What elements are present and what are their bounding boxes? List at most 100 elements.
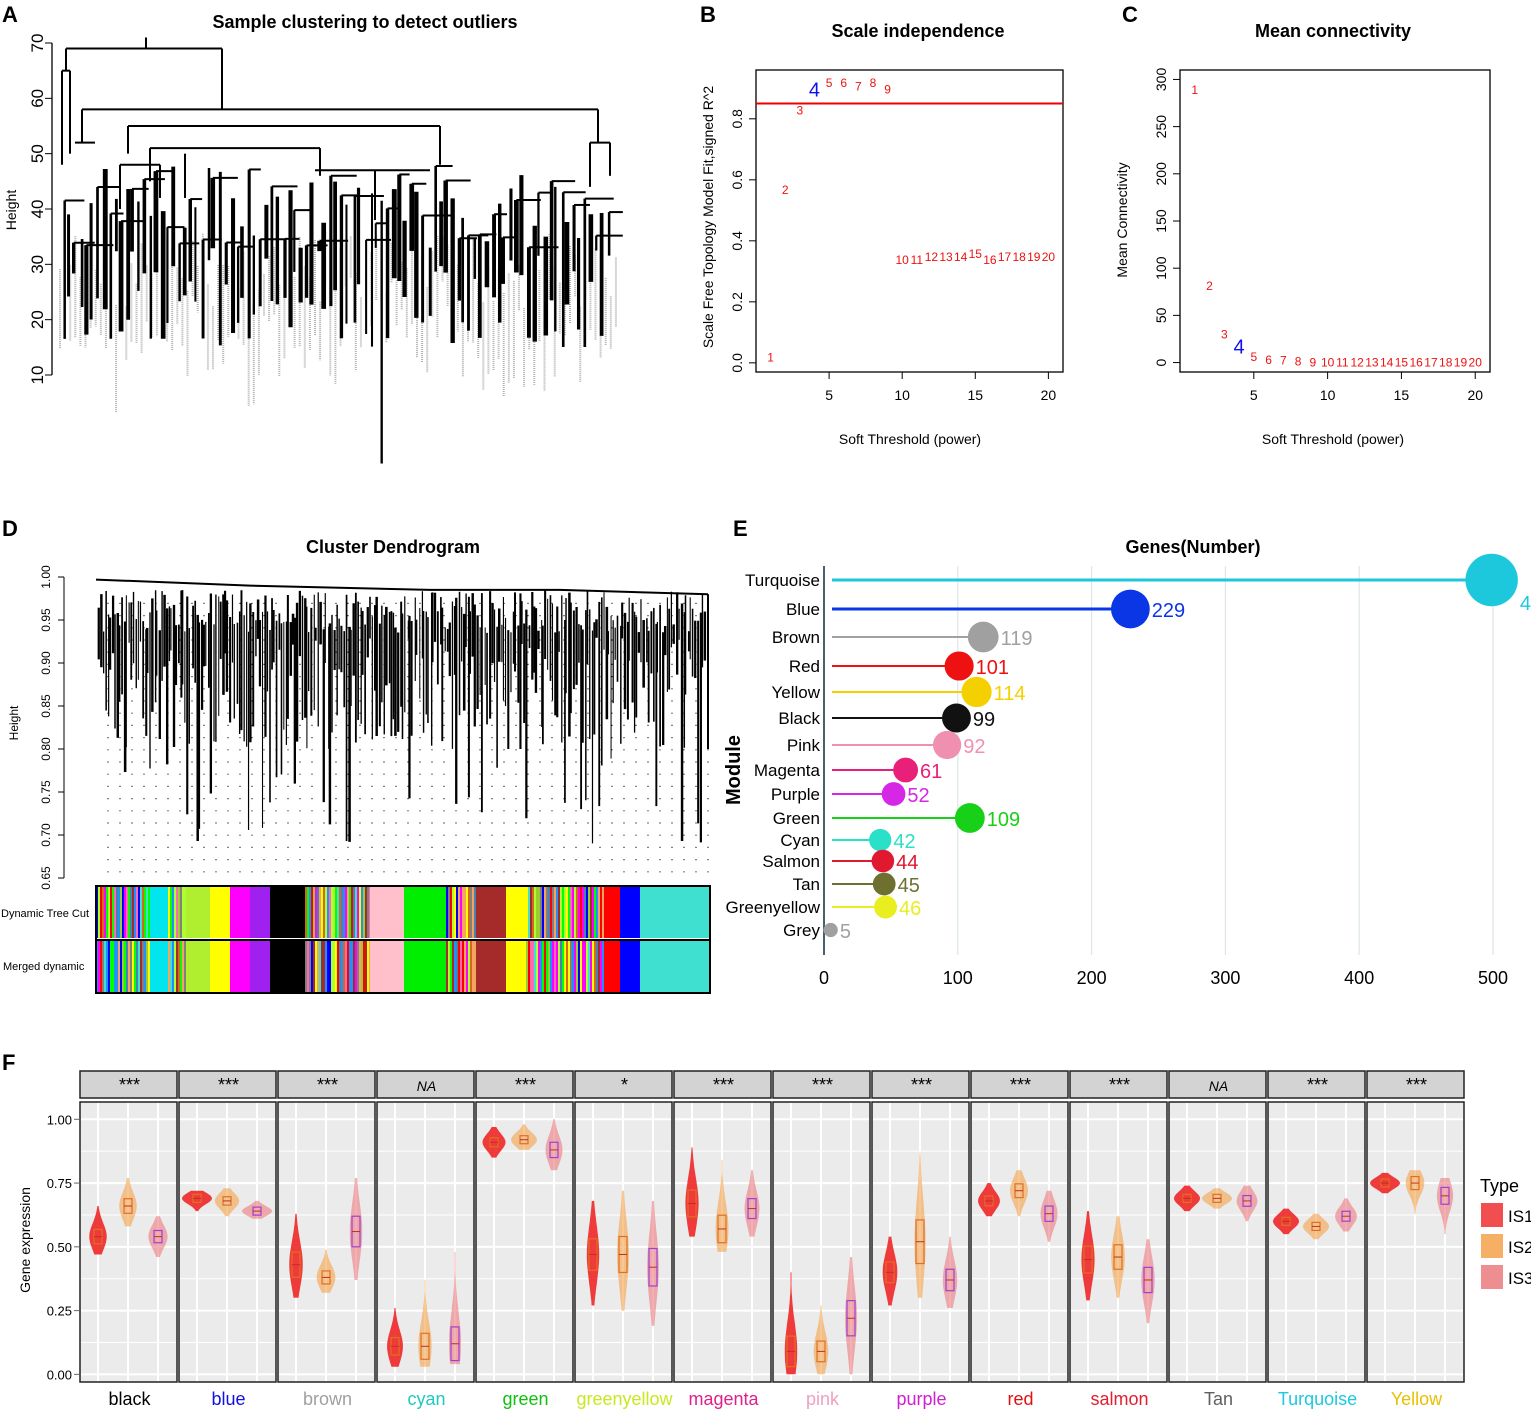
module-color-stripe <box>124 941 126 992</box>
point-label: 20 <box>1469 356 1483 370</box>
module-color-stripe <box>351 941 353 992</box>
value-label: 499 <box>1520 593 1531 615</box>
module-color-stripe <box>329 941 331 992</box>
module-color-stripe <box>353 941 355 992</box>
point-label: 12 <box>1350 356 1364 370</box>
point-label: 12 <box>925 250 939 264</box>
module-color-block <box>210 941 230 992</box>
module-color-stripe <box>355 887 357 938</box>
significance-label: *** <box>713 1075 734 1095</box>
panel-label-d: D <box>2 516 18 541</box>
module-color-stripe <box>327 941 329 992</box>
module-color-block <box>640 887 710 938</box>
module-color-stripe <box>343 887 345 938</box>
module-color-stripe <box>359 941 361 992</box>
module-color-stripe <box>331 887 333 938</box>
module-color-stripe <box>554 887 556 938</box>
facet-label: blue <box>211 1389 245 1409</box>
module-color-stripe <box>558 941 560 992</box>
value-label: 45 <box>898 875 920 897</box>
point-label: 1 <box>767 351 774 365</box>
module-color-stripe <box>466 887 468 938</box>
module-color-stripe <box>367 941 369 992</box>
module-color-stripe <box>534 887 536 938</box>
point-label: 5 <box>1250 350 1257 364</box>
significance-label: *** <box>317 1075 338 1095</box>
module-label: Blue <box>786 600 820 619</box>
module-color-stripe <box>130 941 132 992</box>
significance-label: NA <box>1209 1078 1228 1094</box>
module-color-stripe <box>446 941 448 992</box>
module-color-stripe <box>317 887 319 938</box>
violin <box>119 1178 137 1227</box>
module-color-stripe <box>598 941 600 992</box>
module-color-stripe <box>114 887 116 938</box>
module-color-stripe <box>325 887 327 938</box>
x-tick-label: 10 <box>1320 387 1336 403</box>
facet-label: Tan <box>1204 1389 1233 1409</box>
y-tick-label: 20 <box>28 310 47 329</box>
module-color-stripe <box>349 941 351 992</box>
lollipop-head <box>872 872 896 896</box>
significance-label: * <box>621 1075 628 1095</box>
lollipop-head <box>871 849 895 873</box>
module-label: Salmon <box>762 852 820 871</box>
panel-e-plot: 0 100 200 300 400 500 Turquoise 499 Blue 229 Brown… <box>726 553 1531 988</box>
module-color-stripe <box>450 941 452 992</box>
facet-strip <box>673 1070 772 1099</box>
x-tick-label: 5 <box>1250 387 1258 403</box>
module-color-stripe <box>536 887 538 938</box>
y-tick-label: 0.80 <box>39 737 53 761</box>
module-color-stripe <box>462 887 464 938</box>
module-color-stripe <box>305 887 307 938</box>
module-label: Magenta <box>754 761 821 780</box>
y-tick-label: 0.0 <box>729 353 745 373</box>
module-color-stripe <box>323 941 325 992</box>
x-tick-label: 10 <box>894 387 910 403</box>
facet-strip <box>1267 1070 1366 1099</box>
facet-strip <box>772 1070 871 1099</box>
violin <box>744 1170 760 1237</box>
module-color-stripe <box>142 941 144 992</box>
module-color-stripe <box>452 887 454 938</box>
module-color-stripe <box>472 941 474 992</box>
module-color-block <box>506 941 526 992</box>
module-color-stripe <box>548 941 550 992</box>
module-color-stripe <box>600 941 602 992</box>
point-label: 1 <box>1191 83 1198 97</box>
significance-label: *** <box>515 1075 536 1095</box>
y-tick-label: 0 <box>1153 358 1169 366</box>
facet-label: red <box>1007 1389 1033 1409</box>
y-tick-label: 0.75 <box>47 1176 72 1191</box>
merged-dynamic-label: Merged dynamic <box>3 961 85 973</box>
violin <box>617 1190 629 1311</box>
module-color-stripe <box>142 887 144 938</box>
y-tick-label: 250 <box>1153 115 1169 139</box>
facet-strip <box>178 1070 277 1099</box>
y-tick-label: 0.65 <box>39 866 53 890</box>
module-color-stripe <box>574 941 576 992</box>
value-label: 114 <box>994 683 1026 705</box>
module-color-stripe <box>134 887 136 938</box>
x-tick-label: 0 <box>819 968 829 988</box>
module-color-stripe <box>365 941 367 992</box>
module-color-stripe <box>343 941 345 992</box>
module-color-stripe <box>351 887 353 938</box>
lollipop-head <box>881 782 906 806</box>
x-tick-label: 15 <box>967 387 983 403</box>
module-color-block <box>640 941 710 992</box>
legend-swatch <box>1481 1234 1503 1258</box>
module-color-stripe <box>140 887 142 938</box>
panel-label-f: F <box>2 1050 15 1075</box>
module-color-stripe <box>174 887 176 938</box>
module-label: Turquoise <box>745 571 820 590</box>
module-color-stripe <box>98 887 100 938</box>
module-color-stripe <box>554 941 556 992</box>
module-color-stripe <box>108 887 110 938</box>
facet-label: Turquoise <box>1278 1389 1357 1409</box>
lollipop-head <box>893 757 919 783</box>
module-color-stripe <box>184 941 186 992</box>
module-color-stripe <box>558 887 560 938</box>
